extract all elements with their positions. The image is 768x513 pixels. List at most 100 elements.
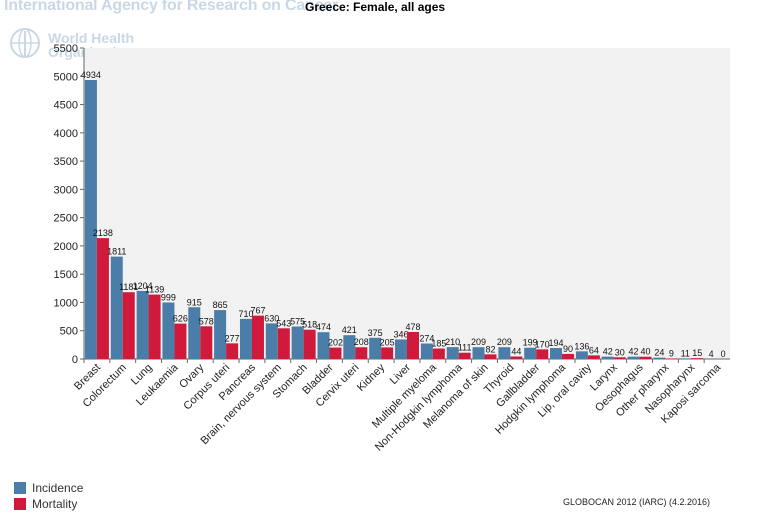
bar-mortality <box>510 356 523 359</box>
y-tick-label: 4500 <box>54 100 78 112</box>
y-tick-label: 5500 <box>54 43 78 55</box>
data-label-mortality: 1181 <box>119 282 138 292</box>
data-label-incidence: 210 <box>445 337 460 347</box>
bar-incidence <box>679 358 692 359</box>
bar-mortality <box>96 238 109 359</box>
bar-incidence <box>395 339 407 359</box>
y-tick-label: 3000 <box>54 184 78 196</box>
data-label-mortality: 82 <box>486 344 496 354</box>
legend-item-incidence: Incidence <box>14 481 83 495</box>
x-tick-label: Kidney <box>355 361 388 394</box>
data-label-mortality: 1139 <box>145 285 164 295</box>
bar-incidence <box>188 307 201 359</box>
y-tick-label: 5000 <box>54 71 78 83</box>
bar-mortality <box>200 326 213 359</box>
bar-mortality <box>562 353 575 359</box>
data-label-incidence: 11 <box>681 348 690 358</box>
bar-mortality <box>277 328 290 359</box>
data-label-mortality: 15 <box>692 348 702 358</box>
bar-incidence <box>524 347 537 359</box>
bar-incidence <box>136 290 149 359</box>
chart-title: Greece: Female, all ages <box>305 0 446 14</box>
bar-incidence <box>110 256 123 359</box>
data-label-mortality: 90 <box>563 344 573 354</box>
data-label-incidence: 24 <box>654 348 664 358</box>
data-label-incidence: 4934 <box>81 70 101 80</box>
bar-mortality <box>613 357 626 359</box>
bar-mortality <box>458 352 471 359</box>
legend-label-mortality: Mortality <box>32 497 78 511</box>
data-label-mortality: 185 <box>431 339 446 349</box>
data-label-mortality: 205 <box>380 337 395 347</box>
bar-mortality <box>432 348 445 359</box>
bar-incidence <box>601 356 614 359</box>
bar-incidence <box>472 347 485 359</box>
bar-incidence <box>162 302 175 359</box>
data-label-incidence: 209 <box>497 337 512 347</box>
y-tick-label: 4000 <box>54 128 78 140</box>
iarc-watermark: International Agency for Research on Can… <box>4 0 339 14</box>
data-label-incidence: 1204 <box>133 281 153 291</box>
plot-area <box>84 48 730 359</box>
bar-incidence <box>84 80 97 359</box>
bar-incidence <box>420 343 433 359</box>
data-label-incidence: 999 <box>161 293 176 303</box>
data-label-mortality: 64 <box>589 345 599 355</box>
data-label-incidence: 42 <box>603 347 613 357</box>
bar-incidence <box>627 356 640 359</box>
data-label-mortality: 767 <box>250 306 265 316</box>
data-label-incidence: 710 <box>238 309 253 319</box>
data-label-mortality: 170 <box>535 339 550 349</box>
data-label-incidence: 346 <box>393 329 408 339</box>
bar-incidence <box>446 347 459 359</box>
bar-incidence <box>239 318 252 359</box>
bar-incidence <box>343 335 356 359</box>
bar-incidence <box>575 351 588 359</box>
data-label-incidence: 42 <box>629 347 639 357</box>
y-tick-label: 0 <box>72 354 78 366</box>
legend-swatch-mortality <box>14 498 26 510</box>
data-label-incidence: 575 <box>290 316 305 326</box>
data-label-incidence: 1811 <box>107 247 126 257</box>
y-tick-label: 1000 <box>54 297 78 309</box>
bar-mortality <box>691 358 704 359</box>
bar-mortality <box>381 347 394 359</box>
bar-chart: 0 500 1000 1500 2000 2500 3000 3500 4000 4500 5000… <box>54 43 730 454</box>
data-label-mortality: 626 <box>173 314 188 324</box>
data-label-mortality: 0 <box>721 349 726 359</box>
data-label-incidence: 199 <box>523 338 538 348</box>
y-tick-label: 2000 <box>54 241 78 253</box>
data-label-mortality: 277 <box>225 333 240 343</box>
legend-swatch-incidence <box>14 482 26 494</box>
data-label-mortality: 2138 <box>93 228 113 238</box>
legend-item-mortality: Mortality <box>14 497 77 511</box>
y-tick-label: 3500 <box>54 156 78 168</box>
data-label-mortality: 202 <box>328 338 343 348</box>
bar-incidence <box>317 332 330 359</box>
data-label-mortality: 518 <box>302 320 317 330</box>
bar-mortality <box>587 355 600 359</box>
bar-incidence <box>498 347 511 359</box>
data-label-incidence: 915 <box>187 297 202 307</box>
legend-label-incidence: Incidence <box>32 481 84 495</box>
bar-mortality <box>639 356 652 359</box>
bar-incidence <box>214 310 227 359</box>
data-label-incidence: 421 <box>342 325 357 335</box>
bar-mortality <box>174 323 187 359</box>
bar-mortality <box>303 329 316 359</box>
data-label-incidence: 4 <box>709 349 714 359</box>
bar-mortality <box>148 294 161 359</box>
bar-incidence <box>369 337 382 359</box>
bar-incidence <box>550 348 563 359</box>
data-label-incidence: 474 <box>316 322 331 332</box>
data-label-mortality: 111 <box>458 343 472 353</box>
data-label-incidence: 375 <box>368 328 383 338</box>
who-logo-icon <box>6 26 44 65</box>
bar-mortality <box>536 349 549 359</box>
bar-mortality <box>226 343 239 359</box>
bar-mortality <box>251 315 264 359</box>
bar-mortality <box>665 358 678 359</box>
y-tick-label: 1500 <box>54 269 78 281</box>
data-label-incidence: 209 <box>471 337 486 347</box>
data-label-mortality: 30 <box>615 347 625 357</box>
